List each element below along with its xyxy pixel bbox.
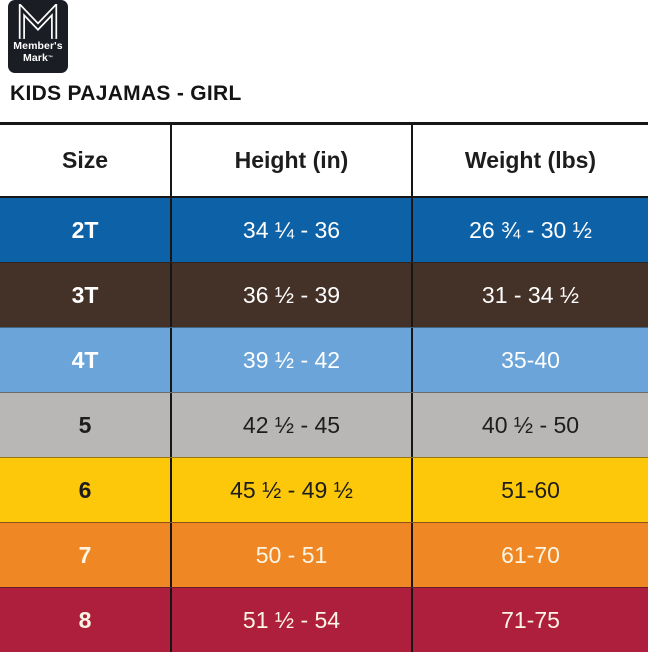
size-chart-table: Size Height (in) Weight (lbs) 2T 34 ¼ - … <box>0 122 648 652</box>
table-row: 7 50 - 51 61-70 <box>0 522 648 587</box>
size-cell: 5 <box>0 393 172 457</box>
logo-brand-line2: Mark™ <box>22 52 54 64</box>
size-cell: 3T <box>0 263 172 327</box>
logo-brand-line1: Member's <box>13 40 63 52</box>
table-header-row: Size Height (in) Weight (lbs) <box>0 125 648 198</box>
members-mark-m-icon <box>15 4 61 40</box>
table-row: 6 45 ½ - 49 ½ 51-60 <box>0 457 648 522</box>
height-cell: 45 ½ - 49 ½ <box>172 458 413 522</box>
column-header-weight: Weight (lbs) <box>464 147 597 173</box>
page-title: KIDS PAJAMAS - GIRL <box>10 82 242 105</box>
weight-cell: 71-75 <box>501 606 560 633</box>
height-cell: 39 ½ - 42 <box>172 328 413 392</box>
size-cell: 4T <box>0 328 172 392</box>
size-cell: 7 <box>0 523 172 587</box>
weight-cell: 31 - 34 ½ <box>481 281 580 308</box>
table-row: 4T 39 ½ - 42 35-40 <box>0 327 648 392</box>
table-row: 2T 34 ¼ - 36 26 ¾ - 30 ½ <box>0 198 648 262</box>
weight-cell: 26 ¾ - 30 ½ <box>469 216 592 243</box>
height-cell: 36 ½ - 39 <box>172 263 413 327</box>
weight-cell: 35-40 <box>501 346 560 373</box>
weight-cell: 51-60 <box>501 476 560 503</box>
column-header-height: Height (in) <box>172 125 413 196</box>
height-cell: 42 ½ - 45 <box>172 393 413 457</box>
size-cell: 2T <box>0 198 172 262</box>
table-row: 5 42 ½ - 45 40 ½ - 50 <box>0 392 648 457</box>
height-cell: 34 ¼ - 36 <box>172 198 413 262</box>
weight-cell: 40 ½ - 50 <box>481 411 580 438</box>
height-cell: 51 ½ - 54 <box>172 588 413 652</box>
table-row: 3T 36 ½ - 39 31 - 34 ½ <box>0 262 648 327</box>
table-row: 8 51 ½ - 54 71-75 <box>0 587 648 652</box>
weight-cell: 61-70 <box>501 541 560 568</box>
size-cell: 8 <box>0 588 172 652</box>
members-mark-logo: Member's Mark™ <box>8 0 68 73</box>
trademark-symbol: ™ <box>47 55 54 61</box>
height-cell: 50 - 51 <box>172 523 413 587</box>
size-cell: 6 <box>0 458 172 522</box>
column-header-size: Size <box>0 125 172 196</box>
